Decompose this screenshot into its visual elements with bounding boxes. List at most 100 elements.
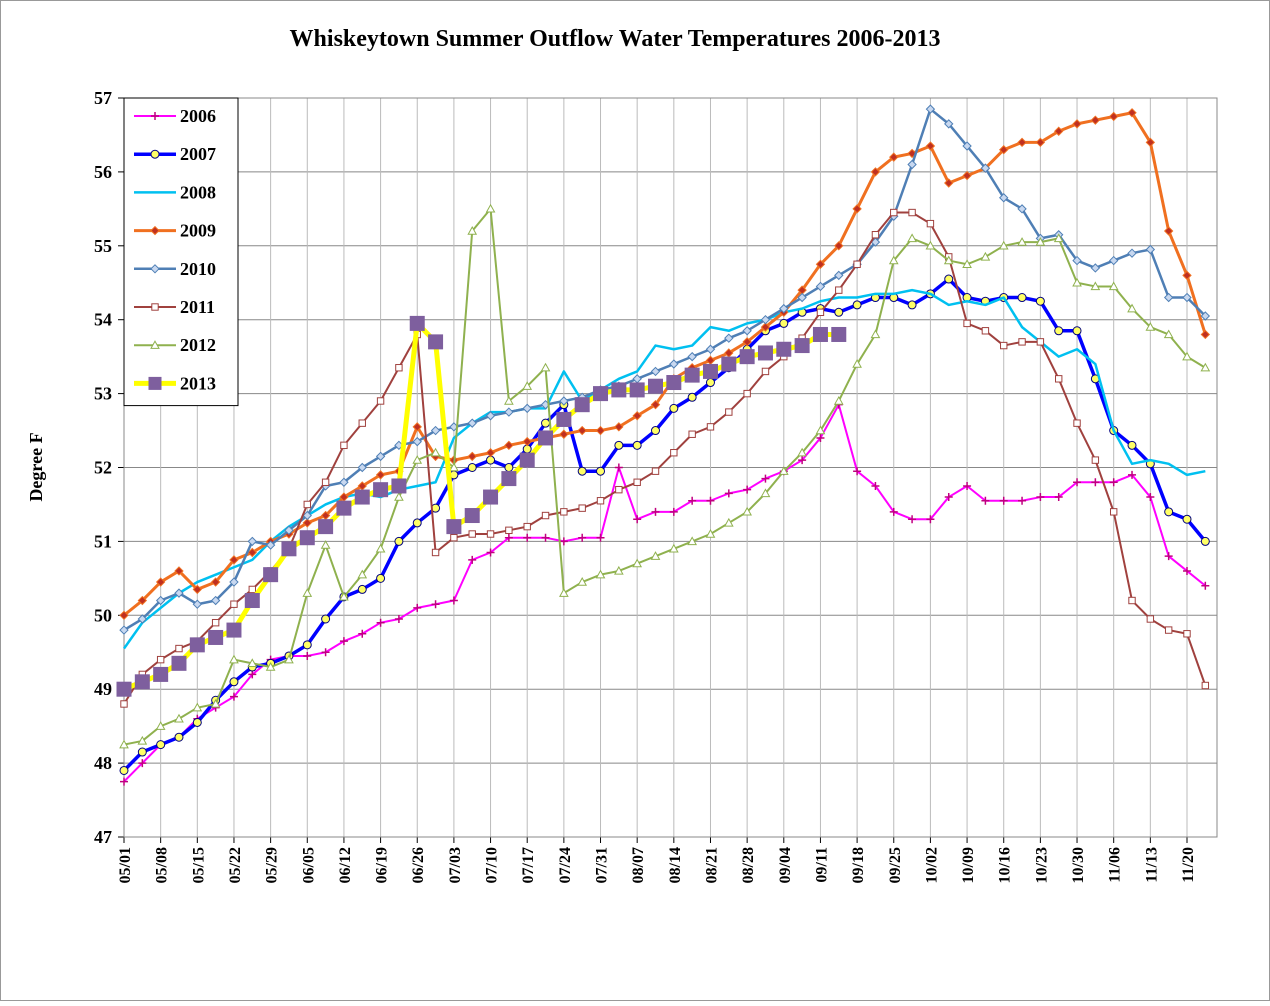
marker: [174, 713, 184, 723]
marker: [925, 240, 936, 250]
marker: [156, 740, 166, 750]
marker: [962, 170, 972, 181]
marker: [1163, 329, 1174, 339]
marker: [137, 614, 148, 624]
x-tick-label: 09/25: [887, 847, 904, 883]
x-tick-label: 06/19: [374, 847, 391, 883]
marker: [522, 381, 533, 390]
marker: [138, 759, 147, 768]
marker: [670, 449, 678, 457]
marker: [226, 622, 242, 638]
marker: [336, 500, 352, 516]
marker: [229, 555, 239, 565]
marker: [284, 525, 294, 536]
marker: [504, 463, 514, 472]
marker: [303, 651, 312, 660]
marker: [412, 518, 422, 528]
marker: [116, 681, 132, 697]
y-tick-label: 52: [94, 458, 112, 478]
marker: [1018, 496, 1027, 505]
marker: [464, 508, 480, 524]
marker: [688, 430, 696, 438]
x-tick-label: 05/01: [117, 847, 134, 883]
marker: [430, 425, 441, 436]
marker: [1090, 263, 1101, 273]
marker: [706, 423, 715, 431]
marker: [705, 378, 715, 388]
marker: [778, 466, 789, 475]
marker: [944, 178, 954, 188]
marker: [192, 584, 203, 595]
marker: [578, 533, 587, 542]
marker: [1035, 237, 1046, 246]
marker: [998, 240, 1009, 250]
marker: [321, 614, 331, 624]
marker: [944, 493, 953, 502]
marker: [760, 322, 771, 332]
marker: [321, 478, 330, 486]
marker: [944, 274, 954, 284]
marker: [962, 259, 972, 268]
marker: [174, 588, 184, 598]
marker: [1000, 341, 1008, 350]
marker: [724, 489, 733, 498]
marker: [870, 329, 881, 339]
marker: [1146, 493, 1155, 502]
y-tick-label: 56: [94, 162, 112, 182]
marker: [615, 485, 623, 494]
marker: [1163, 226, 1174, 236]
marker: [522, 436, 532, 447]
marker: [648, 378, 663, 394]
marker: [119, 765, 129, 775]
marker: [888, 255, 899, 265]
marker: [486, 548, 495, 557]
x-tick-label: 09/18: [850, 847, 867, 883]
marker: [1182, 270, 1192, 281]
x-tick-label: 05/15: [190, 847, 207, 883]
marker: [1109, 508, 1118, 516]
marker: [776, 341, 792, 357]
marker: [742, 506, 752, 516]
marker: [1054, 126, 1064, 136]
marker: [1183, 566, 1191, 575]
x-tick-label: 07/10: [484, 847, 501, 883]
marker: [358, 629, 367, 638]
marker: [541, 511, 550, 520]
marker: [779, 303, 789, 314]
marker: [889, 152, 899, 162]
x-tick-label: 05/22: [227, 847, 244, 883]
marker: [486, 530, 495, 538]
x-tick-label: 07/24: [557, 847, 574, 883]
marker: [192, 717, 202, 727]
y-tick-label: 50: [94, 605, 112, 625]
x-tick-label: 10/09: [960, 847, 977, 883]
marker: [669, 507, 678, 516]
marker: [743, 485, 752, 494]
marker: [148, 376, 162, 390]
marker: [357, 569, 368, 579]
marker: [394, 614, 403, 623]
marker: [560, 508, 568, 516]
y-tick-label: 53: [94, 384, 112, 404]
marker: [468, 530, 476, 538]
marker: [210, 577, 221, 587]
marker: [980, 163, 991, 173]
marker: [629, 382, 645, 398]
marker: [1073, 478, 1082, 487]
marker: [852, 359, 862, 368]
marker: [150, 149, 160, 159]
marker: [833, 395, 844, 405]
marker: [1109, 478, 1118, 487]
x-tick-label: 10/02: [923, 847, 940, 883]
legend-label: 2009: [180, 221, 216, 241]
marker: [559, 429, 569, 439]
marker: [705, 344, 716, 354]
marker: [1018, 338, 1026, 346]
marker: [413, 603, 422, 612]
marker: [373, 482, 389, 498]
marker: [834, 241, 844, 251]
x-tick-label: 08/28: [740, 847, 757, 883]
marker: [431, 600, 440, 609]
marker: [1200, 536, 1210, 546]
legend-label: 2011: [180, 297, 215, 317]
